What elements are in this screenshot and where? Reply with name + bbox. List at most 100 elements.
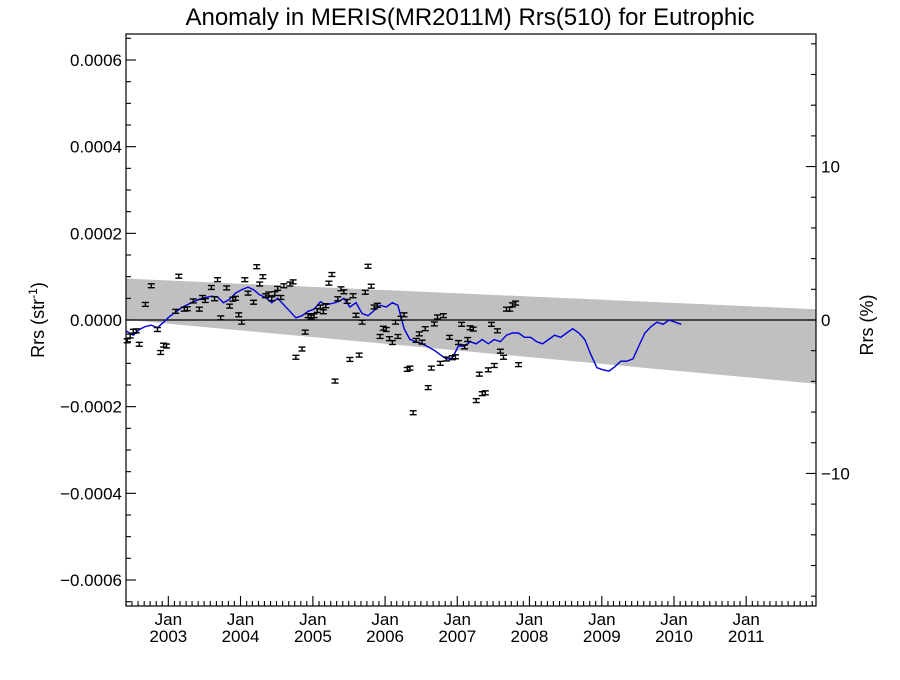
monthly-point (464, 336, 472, 343)
x-tick-label-month: Jan (444, 610, 471, 629)
monthly-point (334, 296, 342, 302)
monthly-point (250, 299, 258, 305)
monthly-point (515, 361, 523, 368)
monthly-point (277, 294, 285, 301)
monthly-point (211, 296, 219, 302)
monthly-point (436, 360, 444, 366)
x-tick-label-year: 2006 (366, 627, 404, 646)
monthly-point (412, 337, 420, 344)
monthly-point (421, 326, 429, 332)
monthly-point (439, 313, 447, 319)
x-tick-label-month: Jan (516, 610, 543, 629)
monthly-point (214, 277, 222, 283)
monthly-point (484, 367, 492, 373)
monthly-point (183, 306, 191, 312)
monthly-point (461, 344, 469, 350)
y-tick-label: −0.0002 (60, 398, 122, 417)
monthly-point (217, 315, 225, 321)
monthly-point (367, 283, 375, 289)
monthly-point (268, 296, 276, 302)
monthly-point (319, 309, 327, 315)
monthly-point (487, 321, 495, 327)
y2-tick-label: −10 (821, 464, 850, 483)
x-tick-label-year: 2004 (222, 627, 260, 646)
monthly-point (153, 326, 161, 333)
monthly-point (265, 291, 273, 297)
monthly-point (469, 326, 477, 332)
monthly-point (207, 284, 215, 291)
y-tick-label: 0.0002 (70, 224, 122, 243)
monthly-point (141, 301, 149, 308)
x-tick-label-year: 2008 (511, 627, 549, 646)
monthly-point (310, 313, 318, 319)
monthly-point (195, 306, 203, 312)
monthly-point (446, 334, 454, 340)
monthly-point (289, 279, 297, 285)
y2-tick-label: 10 (821, 158, 840, 177)
y-tick-label: 0.0000 (70, 311, 122, 330)
monthly-point (343, 298, 351, 305)
monthly-point (223, 285, 231, 291)
monthly-point (322, 303, 330, 309)
monthly-point (415, 331, 423, 337)
monthly-point (382, 326, 390, 333)
monthly-point (373, 302, 381, 308)
monthly-point (328, 271, 336, 278)
y-tick-label: 0.0004 (70, 138, 122, 157)
x-tick-label-year: 2007 (438, 627, 476, 646)
monthly-point (172, 308, 180, 314)
x-tick-label-month: Jan (371, 610, 398, 629)
monthly-point (433, 314, 441, 320)
x-tick-label-month: Jan (299, 610, 326, 629)
monthly-point (340, 289, 348, 295)
monthly-point (394, 333, 402, 340)
y2-axis-label: Rrs (%) (857, 295, 877, 356)
chart-title: Anomaly in MERIS(MR2011M) Rrs(510) for E… (185, 4, 754, 31)
smoothed-series-layer (125, 286, 682, 372)
x-tick-label-year: 2003 (149, 627, 187, 646)
monthly-point (388, 339, 396, 346)
monthly-point (364, 263, 372, 269)
monthly-point (361, 289, 369, 295)
monthly-point (135, 341, 143, 347)
monthly-point (490, 362, 498, 369)
monthly-point (427, 365, 435, 371)
monthly-points-layer (123, 263, 523, 416)
x-tick-label-month: Jan (588, 610, 615, 629)
monthly-point (475, 371, 483, 377)
monthly-point (496, 348, 504, 354)
monthly-point (331, 378, 339, 384)
x-tick-label-month: Jan (155, 610, 182, 629)
monthly-point (409, 410, 417, 416)
monthly-point (349, 293, 357, 299)
x-tick-label-year: 2005 (294, 627, 332, 646)
y-axis-label-text: Rrs (str (28, 299, 48, 358)
y2-tick-label: 0 (821, 311, 830, 330)
y-tick-label: 0.0006 (70, 51, 122, 70)
smoothed-anomaly-line (125, 286, 682, 372)
monthly-point (157, 349, 165, 356)
monthly-point (376, 333, 384, 340)
monthly-point (238, 319, 246, 325)
monthly-point (406, 365, 414, 371)
monthly-point (292, 354, 300, 360)
monthly-point (424, 384, 432, 391)
monthly-point (430, 321, 438, 327)
monthly-point (201, 297, 209, 304)
y-axis-label-superscript: -1 (26, 288, 40, 299)
monthly-point (256, 281, 264, 287)
monthly-point (346, 356, 354, 363)
monthly-point (274, 285, 282, 292)
x-tick-label-year: 2009 (583, 627, 621, 646)
monthly-point (241, 277, 249, 283)
x-tick-label-year: 2011 (728, 627, 765, 646)
monthly-point (253, 264, 261, 270)
monthly-point (325, 280, 333, 286)
monthly-point (512, 300, 520, 306)
monthly-point (189, 298, 197, 304)
monthly-point (298, 346, 306, 352)
monthly-point (163, 343, 171, 349)
monthly-point (355, 352, 363, 358)
